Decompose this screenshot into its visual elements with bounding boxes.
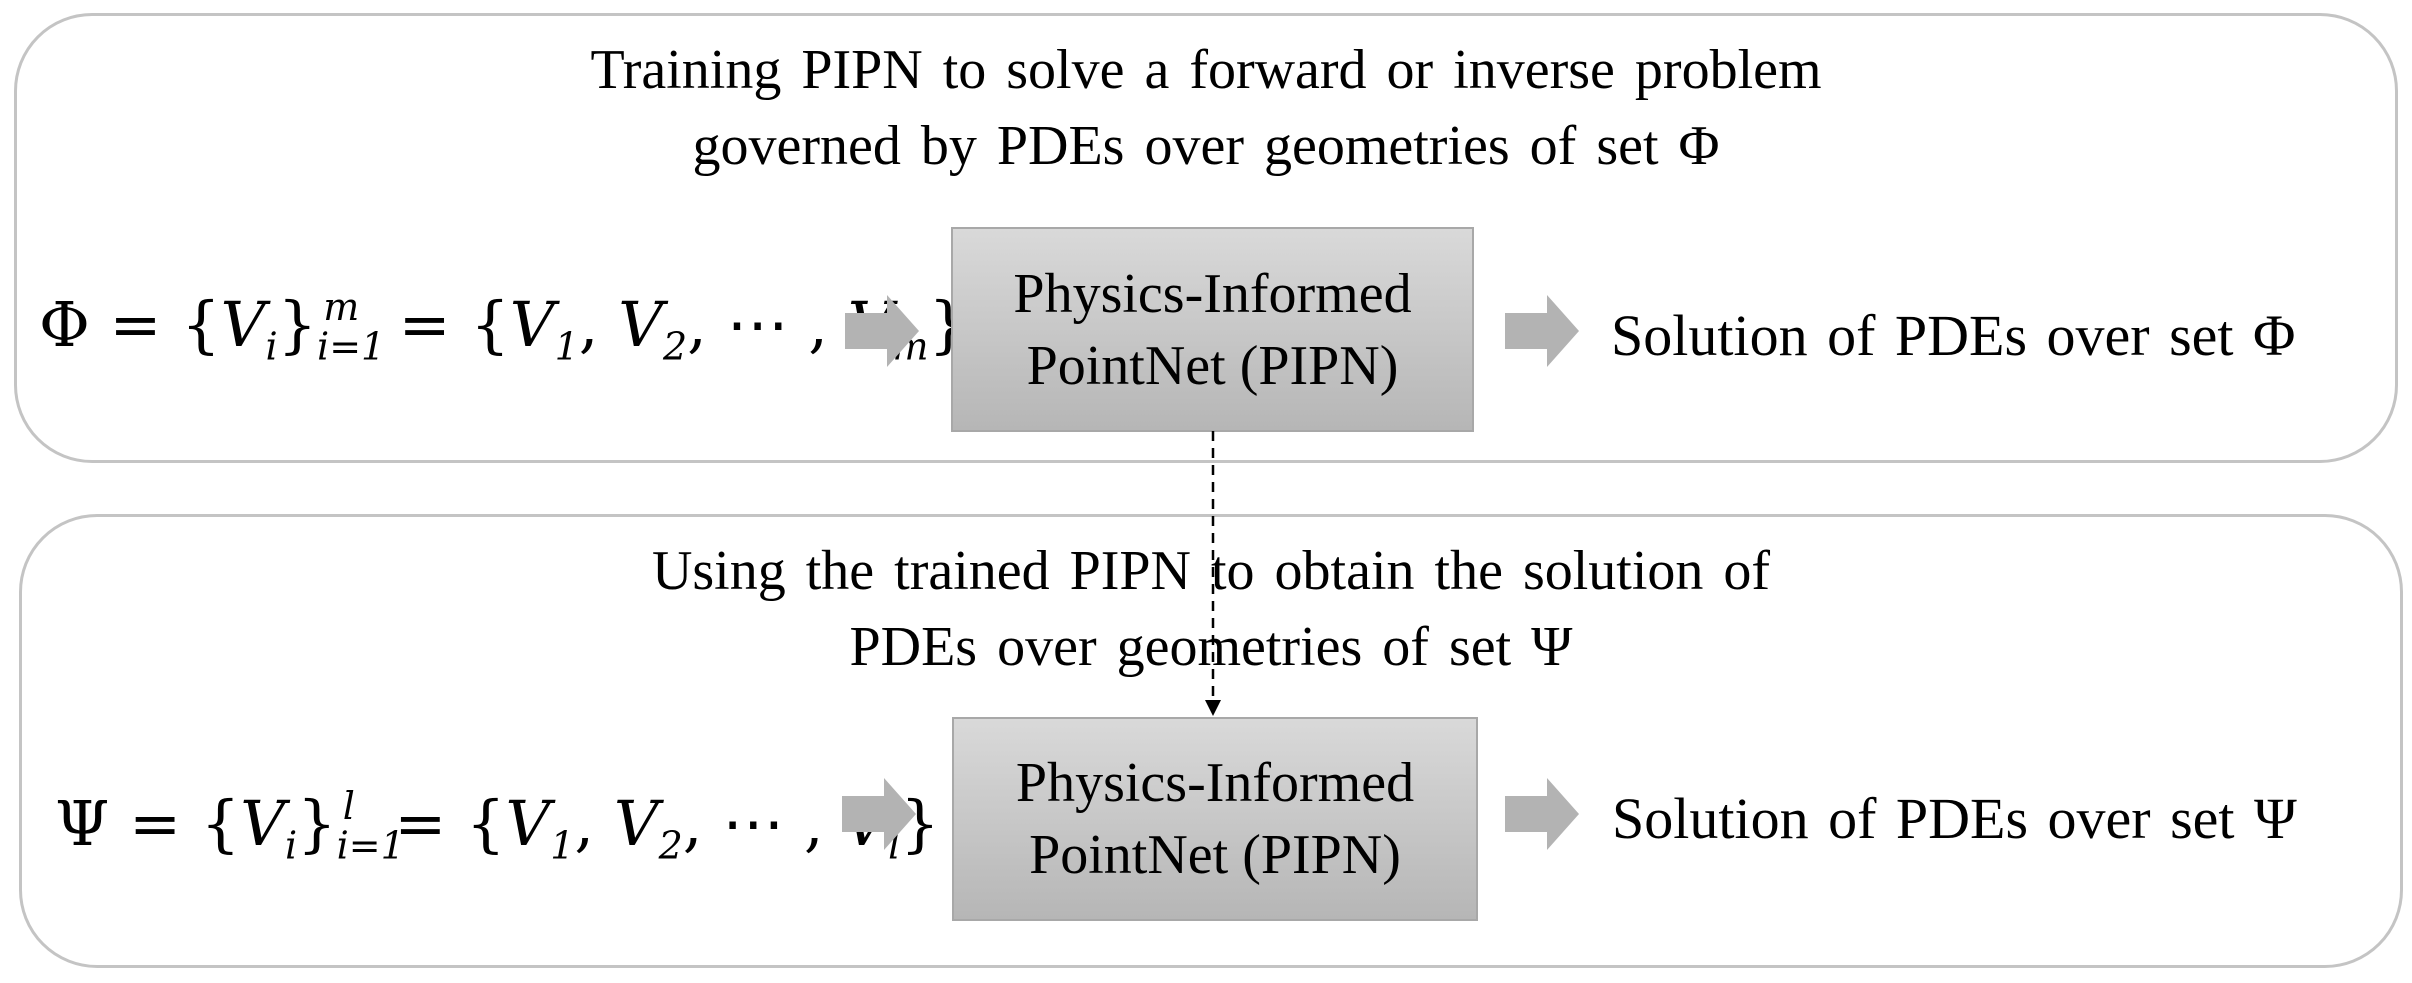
- inference-panel: Using the trained PIPN to obtain the sol…: [19, 514, 2403, 968]
- model-label-line1: Physics-Informed: [1013, 262, 1412, 325]
- inference-heading: Using the trained PIPN to obtain the sol…: [22, 533, 2400, 685]
- right-arrow-icon: [845, 295, 919, 367]
- training-solution-label: Solution of PDEs over set Φ: [1611, 303, 2296, 368]
- right-arrow-icon: [842, 778, 916, 850]
- training-set-definition: Φ = {Vi}i=1m = {V1, V2, ⋯ , Vm}: [39, 285, 968, 369]
- training-set-symbol: Φ: [39, 288, 90, 361]
- inference-set-symbol: Ψ: [55, 787, 110, 860]
- inference-set-lower: i=1: [336, 823, 405, 868]
- inference-solution-label: Solution of PDEs over set Ψ: [1612, 786, 2297, 851]
- pipn-model-box: Physics-Informed PointNet (PIPN): [951, 227, 1474, 432]
- pipn-model-box: Physics-Informed PointNet (PIPN): [952, 717, 1478, 921]
- inference-heading-line2: PDEs over geometries of set Ψ: [849, 616, 1573, 678]
- model-label-line2: PointNet (PIPN): [1029, 824, 1401, 886]
- training-heading-line1: Training PIPN to solve a forward or inve…: [590, 39, 1822, 101]
- model-label-line1: Physics-Informed: [1015, 752, 1415, 814]
- training-heading: Training PIPN to solve a forward or inve…: [17, 32, 2395, 184]
- right-arrow-icon: [1505, 295, 1579, 367]
- training-heading-line2: governed by PDEs over geometries of set …: [692, 115, 1720, 177]
- training-set-upper: m: [323, 285, 360, 330]
- training-panel: Training PIPN to solve a forward or inve…: [14, 13, 2398, 463]
- model-label-line2: PointNet (PIPN): [1026, 334, 1399, 397]
- inference-set-definition: Ψ = {Vi}i=1l = {V1, V2, ⋯ , Vl}: [55, 784, 940, 868]
- training-set-lower: i=1: [317, 324, 386, 369]
- right-arrow-icon: [1505, 778, 1579, 850]
- inference-heading-line1: Using the trained PIPN to obtain the sol…: [651, 540, 1771, 602]
- inference-set-upper: l: [342, 784, 355, 829]
